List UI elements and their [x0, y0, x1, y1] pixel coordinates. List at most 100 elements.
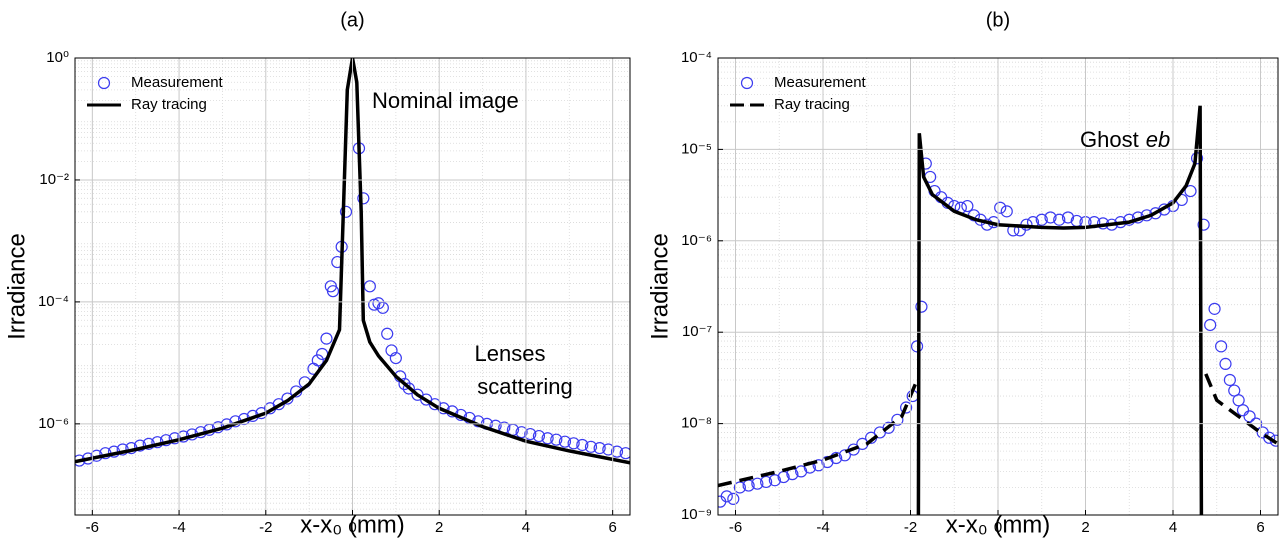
marker	[602, 443, 615, 456]
marker	[385, 344, 398, 357]
marker	[320, 332, 333, 345]
y-tick-label: 10⁻⁷	[682, 323, 712, 340]
annotation-text: Ghost	[1080, 127, 1139, 152]
marker	[1000, 205, 1013, 218]
marker	[1223, 373, 1236, 387]
x-tick-label: -2	[904, 519, 917, 536]
marker	[768, 474, 781, 487]
x-tick-label: 2	[435, 519, 443, 536]
marker	[900, 401, 913, 414]
y-tick-label: 10⁻²	[39, 171, 69, 188]
y-tick-label: 10⁻⁸	[681, 415, 712, 432]
marker	[1053, 213, 1066, 226]
marker	[541, 432, 554, 445]
annotation: scattering	[477, 374, 572, 399]
marker	[915, 300, 928, 313]
x-tick-label: 0	[348, 519, 356, 536]
marker	[720, 490, 733, 503]
marker	[619, 447, 630, 460]
y-tick-label: 10⁻⁴	[38, 293, 69, 310]
line	[1204, 373, 1278, 446]
marker	[372, 297, 385, 310]
marker	[1035, 213, 1048, 226]
marker	[838, 449, 851, 462]
x-tick-label: 0	[994, 519, 1002, 536]
marker	[1215, 340, 1228, 353]
line	[75, 58, 630, 465]
marker	[524, 427, 537, 441]
legend-label: Ray tracing	[131, 96, 207, 113]
marker	[567, 437, 580, 450]
marker	[326, 285, 340, 298]
marker	[882, 421, 895, 434]
marker	[1208, 302, 1221, 315]
marker	[1236, 404, 1250, 417]
chart-title: (b)	[986, 9, 1010, 31]
marker	[593, 442, 606, 455]
marker	[1184, 184, 1197, 198]
x-tick-label: -6	[729, 519, 742, 536]
legend-marker	[97, 76, 111, 90]
marker	[751, 477, 764, 490]
y-tick-label: 10⁻⁶	[681, 232, 712, 249]
marker	[398, 377, 411, 391]
marker	[1197, 218, 1210, 231]
marker	[532, 429, 546, 443]
marker	[389, 351, 402, 365]
axes-frame	[717, 57, 1279, 516]
marker	[402, 382, 415, 395]
y-tick-label: 10⁻⁵	[681, 140, 712, 157]
x-tick-label: -4	[172, 519, 185, 536]
marker	[727, 492, 740, 506]
marker	[1263, 431, 1276, 444]
x-tick-label: 2	[1081, 519, 1089, 536]
y-tick-label: 10⁰	[46, 49, 69, 66]
x-tick-label: 6	[1256, 519, 1264, 536]
marker	[812, 459, 825, 472]
marker	[994, 201, 1007, 214]
x-axis-label: x-x₀ (mm)	[300, 511, 405, 538]
y-tick-label: 10⁻⁹	[681, 506, 712, 523]
marker	[1204, 318, 1217, 332]
marker	[1232, 394, 1245, 407]
marker	[1219, 357, 1232, 370]
marker	[550, 433, 563, 446]
legend-marker	[740, 76, 754, 90]
axes-frame	[74, 57, 631, 516]
marker	[610, 445, 624, 458]
marker	[515, 426, 528, 439]
annotation: Nominal image	[372, 88, 519, 113]
marker	[961, 199, 974, 213]
x-tick-label: -4	[816, 519, 829, 536]
plot-area	[75, 58, 630, 515]
marker	[357, 192, 370, 205]
line	[718, 379, 919, 488]
annotation: Lenses	[475, 341, 546, 366]
x-tick-label: 6	[608, 519, 616, 536]
y-axis-label: Irradiance	[646, 233, 673, 340]
marker	[1044, 211, 1057, 224]
marker	[363, 280, 376, 293]
annotation-italic: eb	[1146, 127, 1170, 152]
legend-label: Measurement	[131, 74, 224, 91]
marker	[576, 438, 589, 452]
annotation: Ghost eb	[1080, 127, 1170, 152]
marker	[584, 440, 598, 453]
marker	[381, 327, 394, 340]
x-tick-label: -6	[86, 519, 99, 536]
legend-label: Ray tracing	[774, 96, 850, 113]
marker	[891, 413, 904, 426]
x-tick-label: 4	[522, 519, 530, 536]
marker	[558, 435, 572, 448]
marker	[311, 354, 324, 367]
x-tick-label: -2	[259, 519, 272, 536]
marker	[760, 475, 773, 489]
chart-title: (a)	[340, 9, 364, 31]
marker	[339, 205, 353, 218]
x-tick-label: 4	[1169, 519, 1177, 536]
marker	[1061, 211, 1075, 224]
y-axis-label: Irradiance	[3, 233, 30, 340]
y-tick-label: 10⁻⁴	[681, 49, 712, 66]
line	[916, 105, 1204, 515]
